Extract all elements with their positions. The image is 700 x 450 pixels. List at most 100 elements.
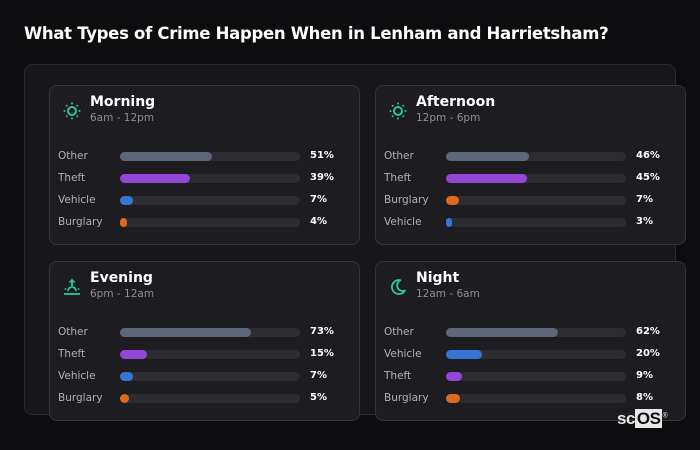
bar-value: 4% xyxy=(310,216,327,227)
bar-fill xyxy=(120,196,133,205)
bar-fill xyxy=(120,218,128,227)
bar-fill xyxy=(446,196,459,205)
bar-row: Theft 45% xyxy=(384,170,684,192)
bar-label: Other xyxy=(384,326,414,338)
bar-label: Other xyxy=(384,150,414,162)
bar-list: Other 73% Theft 15% Vehicle 7% Burglary … xyxy=(58,324,358,412)
bar-value: 73% xyxy=(310,326,334,337)
card-time-range: 12pm - 6pm xyxy=(416,112,481,124)
bar-row: Theft 15% xyxy=(58,346,358,368)
bar-label: Burglary xyxy=(384,392,429,404)
bar-track xyxy=(120,394,300,403)
bar-list: Other 51% Theft 39% Vehicle 7% Burglary … xyxy=(58,148,358,236)
bar-label: Theft xyxy=(384,370,412,382)
card-header: Evening 6pm - 12am xyxy=(62,270,154,301)
page-title: What Types of Crime Happen When in Lenha… xyxy=(24,24,609,43)
bar-list: Other 62% Vehicle 20% Theft 9% Burglary … xyxy=(384,324,684,412)
bar-row: Vehicle 7% xyxy=(58,192,358,214)
card-header: Night 12am - 6am xyxy=(388,270,480,301)
bar-fill xyxy=(120,350,147,359)
bar-row: Burglary 8% xyxy=(384,390,684,412)
card-time-range: 12am - 6am xyxy=(416,288,480,300)
bar-fill xyxy=(120,328,252,337)
bar-value: 9% xyxy=(636,370,653,381)
sun-icon xyxy=(62,101,82,121)
bar-value: 46% xyxy=(636,150,660,161)
bar-label: Other xyxy=(58,326,88,338)
bar-label: Vehicle xyxy=(58,370,96,382)
bar-track xyxy=(446,174,626,183)
bar-track xyxy=(446,196,626,205)
bar-row: Burglary 5% xyxy=(58,390,358,412)
bar-label: Theft xyxy=(384,172,412,184)
bar-track xyxy=(446,394,626,403)
bar-row: Vehicle 3% xyxy=(384,214,684,236)
bar-row: Theft 9% xyxy=(384,368,684,390)
bar-fill xyxy=(120,394,129,403)
bar-value: 7% xyxy=(636,194,653,205)
bar-track xyxy=(120,152,300,161)
bar-track xyxy=(120,372,300,381)
card-title: Evening xyxy=(90,270,153,286)
logo-registered-mark: ® xyxy=(662,412,668,420)
bar-fill xyxy=(446,372,463,381)
bar-value: 51% xyxy=(310,150,334,161)
bar-label: Burglary xyxy=(384,194,429,206)
card-time-range: 6pm - 12am xyxy=(90,288,155,300)
bar-label: Other xyxy=(58,150,88,162)
bar-value: 39% xyxy=(310,172,334,183)
card-afternoon: Afternoon 12pm - 6pm Other 46% Theft 45%… xyxy=(375,85,686,245)
bar-track xyxy=(446,152,626,161)
bar-row: Other 46% xyxy=(384,148,684,170)
bar-row: Other 62% xyxy=(384,324,684,346)
bar-fill xyxy=(446,350,482,359)
bar-row: Other 51% xyxy=(58,148,358,170)
bar-value: 15% xyxy=(310,348,334,359)
bar-track xyxy=(446,350,626,359)
bar-fill xyxy=(446,394,461,403)
card-title: Night xyxy=(416,270,460,286)
bar-label: Burglary xyxy=(58,392,103,404)
bar-list: Other 46% Theft 45% Burglary 7% Vehicle … xyxy=(384,148,684,236)
scos-logo: sc OS ® xyxy=(617,409,668,429)
bar-track xyxy=(446,372,626,381)
logo-os: OS xyxy=(634,409,663,428)
logo-sc: sc xyxy=(617,409,635,428)
bar-track xyxy=(120,350,300,359)
bar-label: Vehicle xyxy=(384,216,422,228)
bar-label: Burglary xyxy=(58,216,103,228)
bar-row: Burglary 4% xyxy=(58,214,358,236)
bar-row: Vehicle 20% xyxy=(384,346,684,368)
sun-icon xyxy=(388,101,408,121)
bar-value: 45% xyxy=(636,172,660,183)
card-header: Morning 6am - 12pm xyxy=(62,94,155,125)
card-header: Afternoon 12pm - 6pm xyxy=(388,94,495,125)
bar-label: Theft xyxy=(58,172,86,184)
bar-fill xyxy=(120,174,191,183)
card-morning: Morning 6am - 12pm Other 51% Theft 39% V… xyxy=(49,85,360,245)
bar-value: 3% xyxy=(636,216,653,227)
card-evening: Evening 6pm - 12am Other 73% Theft 15% V… xyxy=(49,261,360,421)
bar-track xyxy=(120,328,300,337)
bar-fill xyxy=(446,328,558,337)
bar-value: 7% xyxy=(310,194,327,205)
bar-value: 62% xyxy=(636,326,660,337)
bar-row: Vehicle 7% xyxy=(58,368,358,390)
bar-label: Vehicle xyxy=(384,348,422,360)
bar-track xyxy=(120,196,300,205)
card-time-range: 6am - 12pm xyxy=(90,112,155,124)
bar-fill xyxy=(120,372,133,381)
bar-value: 8% xyxy=(636,392,653,403)
card-title: Morning xyxy=(90,94,156,110)
moon-icon xyxy=(388,277,408,297)
sunset-icon xyxy=(62,277,82,297)
bar-row: Other 73% xyxy=(58,324,358,346)
bar-fill xyxy=(446,174,527,183)
bar-track xyxy=(446,218,626,227)
bar-value: 20% xyxy=(636,348,660,359)
bar-fill xyxy=(446,152,529,161)
bar-track xyxy=(120,218,300,227)
bar-track xyxy=(120,174,300,183)
bar-fill xyxy=(446,218,452,227)
bar-row: Burglary 7% xyxy=(384,192,684,214)
